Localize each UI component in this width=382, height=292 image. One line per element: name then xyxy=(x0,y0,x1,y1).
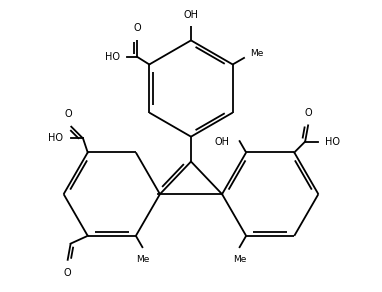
Text: Me: Me xyxy=(250,49,263,58)
Text: HO: HO xyxy=(48,133,63,143)
Text: OH: OH xyxy=(183,10,199,20)
Text: O: O xyxy=(64,109,72,119)
Text: O: O xyxy=(64,268,71,279)
Text: Me: Me xyxy=(233,255,247,264)
Text: HO: HO xyxy=(105,52,120,62)
Text: OH: OH xyxy=(214,137,229,147)
Text: HO: HO xyxy=(325,137,340,147)
Text: O: O xyxy=(133,23,141,33)
Text: O: O xyxy=(304,108,312,118)
Text: Me: Me xyxy=(136,255,149,264)
